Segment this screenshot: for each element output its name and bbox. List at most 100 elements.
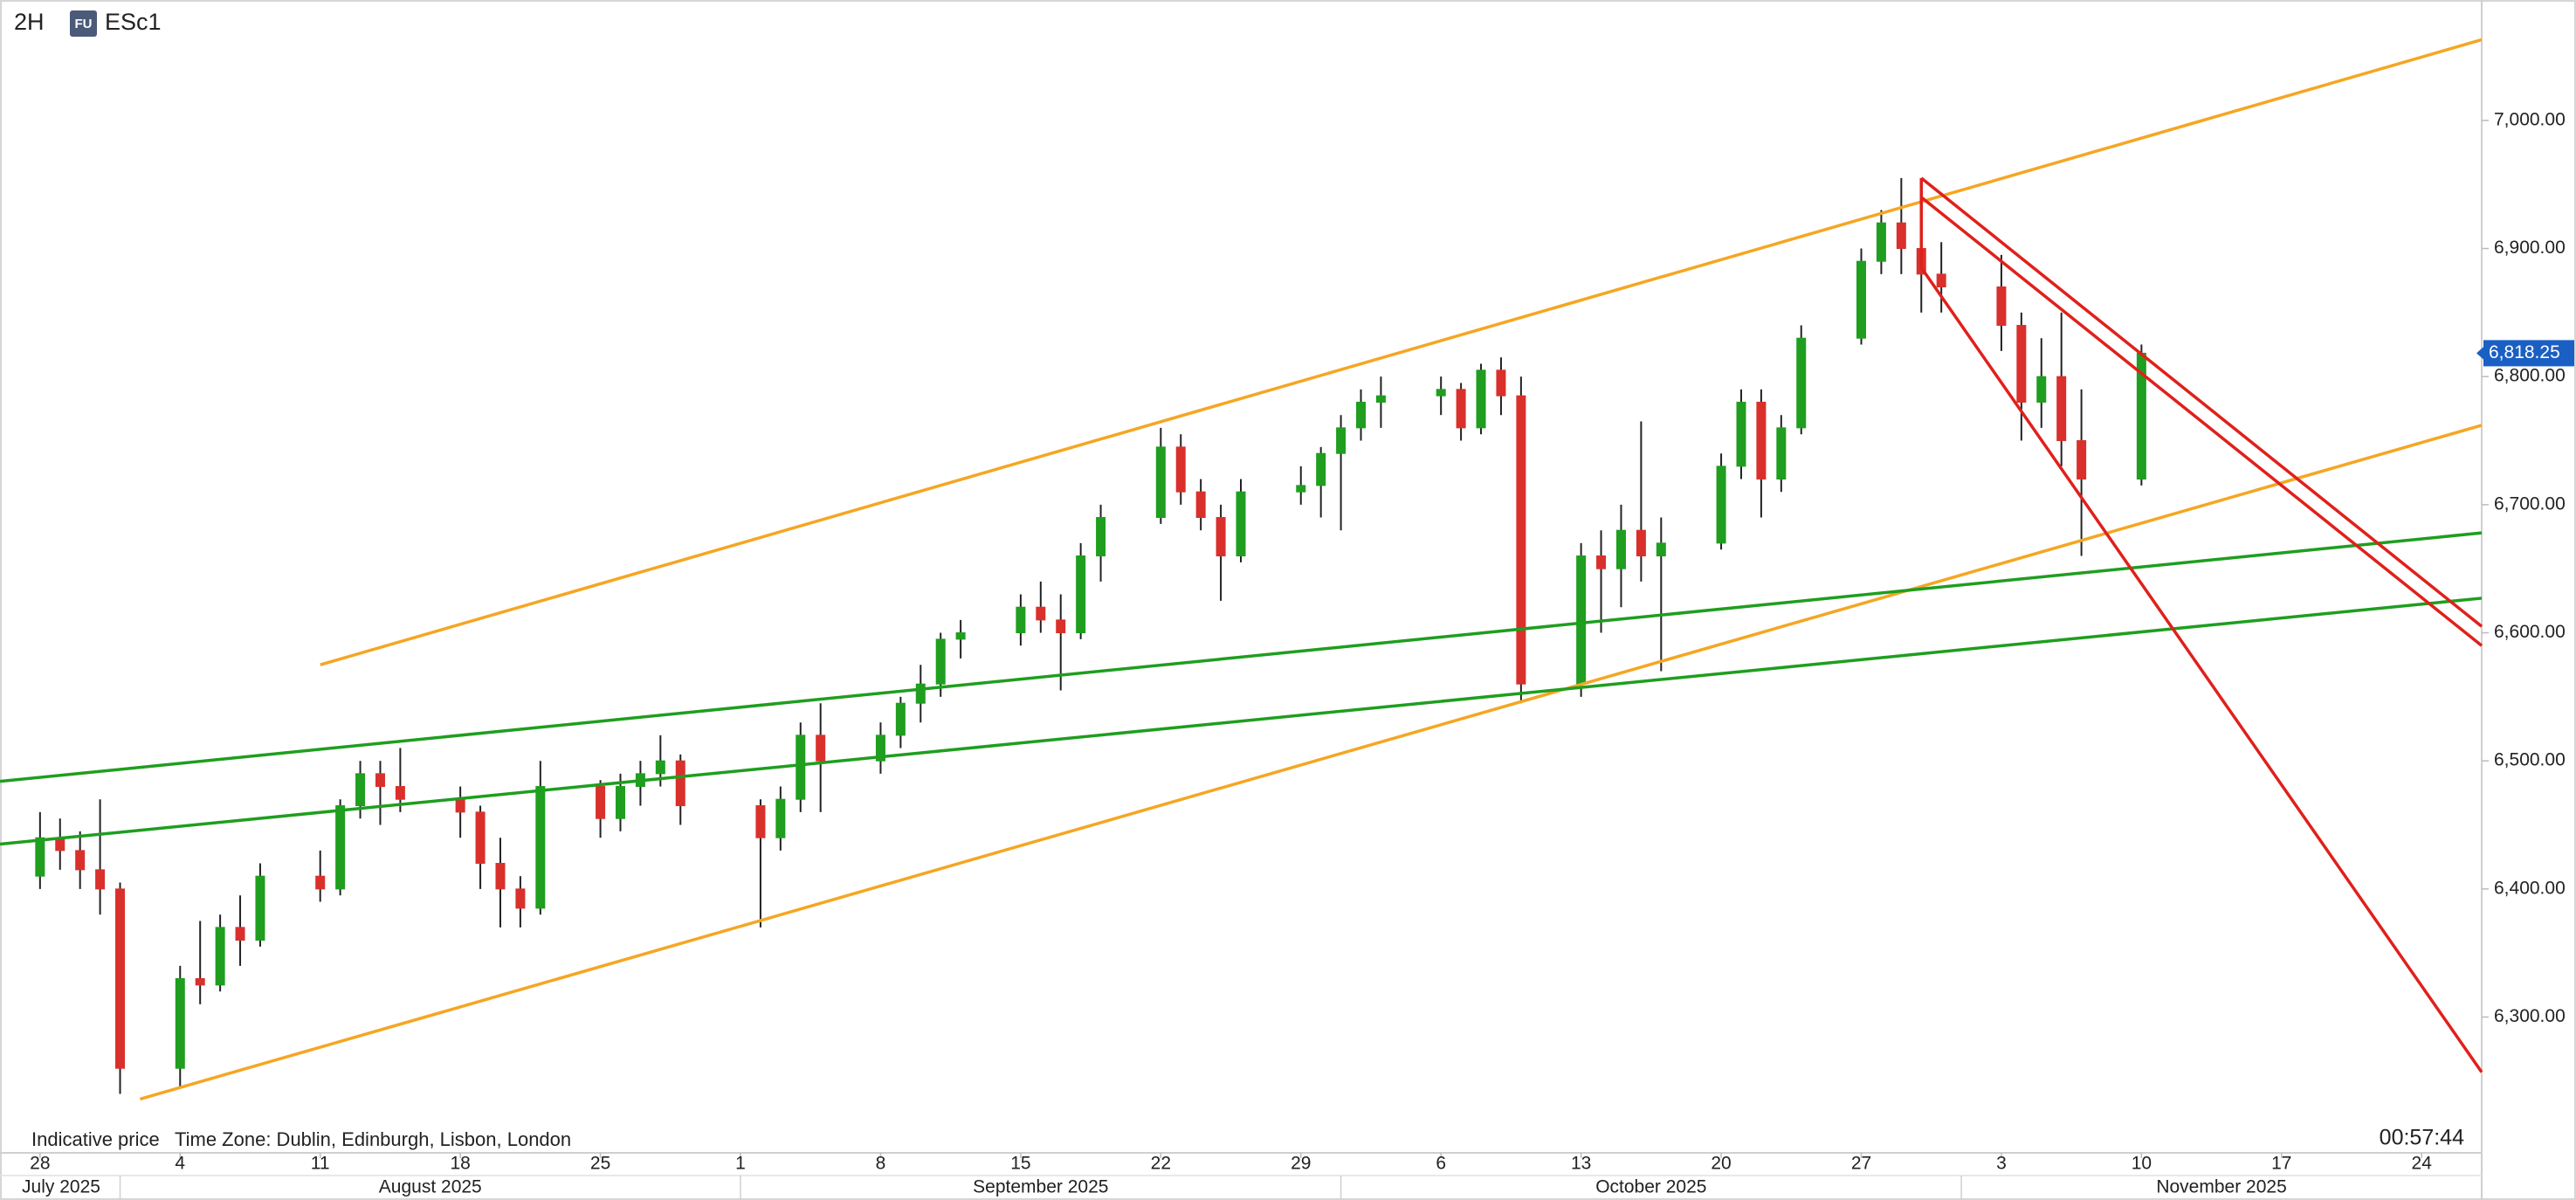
candle-body xyxy=(1776,427,1787,480)
candle-body xyxy=(1356,402,1367,429)
candle-body xyxy=(315,875,326,890)
y-tick-label: 6,600.00 xyxy=(2494,622,2566,642)
x-tick-label: 27 xyxy=(1851,1154,1871,1174)
candle-body xyxy=(1375,395,1386,403)
candle-body xyxy=(1656,542,1666,557)
candle-body xyxy=(895,702,906,736)
candle-body xyxy=(1456,389,1466,429)
candle-body xyxy=(2036,376,2047,403)
candle-body xyxy=(255,875,265,941)
candle-body xyxy=(2016,325,2027,403)
candle-body xyxy=(1876,222,1886,262)
symbol[interactable]: ESc1 xyxy=(105,9,162,35)
y-tick-label: 6,800.00 xyxy=(2494,366,2566,386)
candle-body xyxy=(235,927,245,941)
x-tick-label: 11 xyxy=(311,1154,330,1174)
candle-body xyxy=(1056,619,1066,634)
y-tick-label: 6,900.00 xyxy=(2494,238,2566,258)
candle-body xyxy=(1236,491,1246,557)
candle-body xyxy=(1756,402,1767,480)
last-price-tag xyxy=(2483,340,2574,367)
x-tick-label: 22 xyxy=(1151,1154,1171,1174)
x-tick-label: 3 xyxy=(1996,1154,2007,1174)
candle-body xyxy=(596,786,606,819)
month-label: October 2025 xyxy=(1595,1177,1706,1197)
x-tick-label: 28 xyxy=(30,1154,50,1174)
candle-body xyxy=(1496,369,1506,397)
x-tick-label: 13 xyxy=(1571,1154,1591,1174)
candle-body xyxy=(1996,286,2007,327)
x-tick-label: 8 xyxy=(876,1154,886,1174)
candle-body xyxy=(616,786,625,819)
candle-body xyxy=(75,850,86,871)
x-tick-label: 4 xyxy=(175,1154,185,1174)
y-tick-label: 6,700.00 xyxy=(2494,493,2566,514)
candle-body xyxy=(1736,402,1746,467)
candle-body xyxy=(455,798,465,813)
candle-body xyxy=(935,638,946,685)
interval[interactable]: 2H xyxy=(14,9,45,35)
x-tick-label: 25 xyxy=(590,1154,610,1174)
candle-body xyxy=(1856,260,1866,339)
candle-body xyxy=(175,978,185,1069)
candle-body xyxy=(915,683,926,704)
candle-body xyxy=(1716,466,1726,544)
trendline xyxy=(1919,177,2483,1073)
month-label: November 2025 xyxy=(2156,1177,2286,1197)
candle-body xyxy=(1796,337,1807,429)
candle-body xyxy=(535,786,546,909)
candle-body xyxy=(1216,517,1226,557)
x-tick-label: 6 xyxy=(1436,1154,1446,1174)
candle-body xyxy=(195,978,205,986)
candle-body xyxy=(1016,606,1026,634)
y-tick-label: 6,500.00 xyxy=(2494,750,2566,770)
candle-body xyxy=(1036,606,1046,621)
x-tick-label: 10 xyxy=(2132,1154,2152,1174)
candle-body xyxy=(2077,440,2087,480)
candle-body xyxy=(1195,491,1206,519)
plot-area xyxy=(0,38,2483,1101)
month-label: July 2025 xyxy=(22,1177,100,1197)
timezone[interactable]: Time Zone: Dublin, Edinburgh, Lisbon, Lo… xyxy=(175,1128,571,1150)
candle-body xyxy=(1155,446,1166,519)
badge: FU xyxy=(75,17,93,31)
candle-body xyxy=(1336,427,1347,454)
trendline xyxy=(1920,196,2483,647)
last-price-pointer xyxy=(2476,346,2484,361)
month-label: September 2025 xyxy=(973,1177,1108,1197)
candle-body xyxy=(495,863,506,890)
candle-body xyxy=(355,773,366,807)
candle-body xyxy=(475,811,486,865)
candle-body xyxy=(1316,452,1326,486)
month-label: August 2025 xyxy=(379,1177,482,1197)
candle-body xyxy=(95,869,106,890)
last-price-label: 6,818.25 xyxy=(2489,342,2560,362)
candle-body xyxy=(1615,529,1626,569)
trendline xyxy=(320,38,2483,666)
candle-body xyxy=(515,888,526,909)
trendline xyxy=(139,424,2483,1101)
candle-body xyxy=(395,786,405,800)
y-tick-label: 6,400.00 xyxy=(2494,878,2566,898)
candle-body xyxy=(1636,529,1646,557)
candle-body xyxy=(875,734,885,762)
x-tick-label: 20 xyxy=(1711,1154,1731,1174)
candle-body xyxy=(955,632,966,640)
candle-body xyxy=(1096,517,1106,557)
candle-body xyxy=(215,927,225,986)
x-tick-label: 18 xyxy=(450,1154,470,1174)
candle-body xyxy=(1076,555,1086,634)
x-tick-label: 17 xyxy=(2271,1154,2291,1174)
candle-body xyxy=(655,760,665,775)
candle-body xyxy=(775,798,786,838)
candle-body xyxy=(1175,446,1186,493)
x-tick-label: 29 xyxy=(1291,1154,1311,1174)
clock: 00:57:44 xyxy=(2380,1126,2464,1150)
candle-body xyxy=(816,734,826,762)
candle-body xyxy=(1296,485,1306,493)
badge-box xyxy=(70,10,97,37)
y-tick-label: 6,300.00 xyxy=(2494,1006,2566,1026)
candle-body xyxy=(675,760,685,807)
